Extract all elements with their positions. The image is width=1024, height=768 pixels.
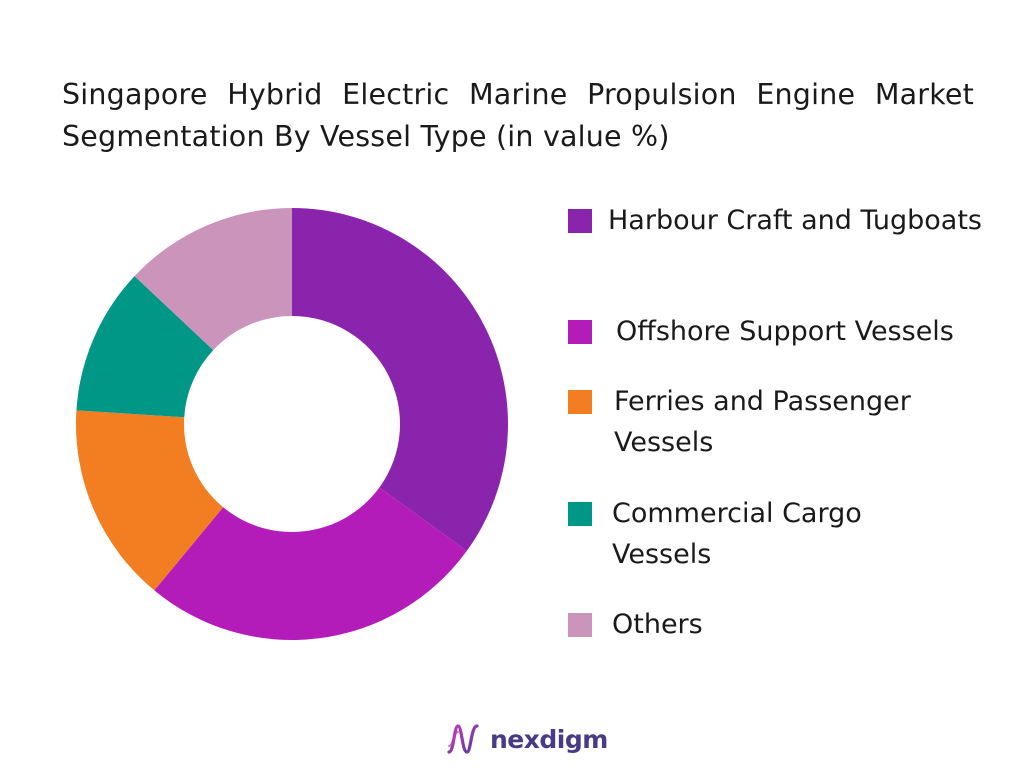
- nexdigm-wave-logo-icon: [447, 724, 479, 754]
- legend-item-others: Others: [568, 604, 1012, 645]
- donut-slice-others: [134, 208, 292, 351]
- donut-slice-offshore-support-vessels: [154, 487, 467, 640]
- legend-label: Commercial Cargo Vessels: [612, 498, 862, 570]
- donut-slice-harbour-craft-and-tugboats: [292, 208, 509, 551]
- legend-swatch: [568, 613, 592, 637]
- legend-label: Others: [612, 609, 703, 640]
- legend-label: Ferries and Passenger Vessels: [614, 386, 911, 458]
- chart-title: Singapore Hybrid Electric Marine Propuls…: [62, 78, 974, 153]
- donut-slice-commercial-cargo-vessels: [76, 276, 214, 418]
- legend-swatch: [568, 320, 592, 344]
- donut-chart: [75, 208, 509, 640]
- donut-slice-ferries-and-passenger-vessels: [75, 410, 224, 591]
- legend-label: Harbour Craft and Tugboats: [608, 205, 982, 236]
- legend-swatch: [568, 390, 592, 414]
- legend-item-harbour-craft: Harbour Craft and Tugboats: [568, 200, 1008, 241]
- brand-name: nexdigm: [490, 724, 608, 754]
- brand-logo: nexdigm: [446, 722, 608, 756]
- legend-swatch: [568, 502, 592, 526]
- legend-item-ferries: Ferries and Passenger Vessels: [568, 381, 974, 463]
- legend-label: Offshore Support Vessels: [616, 316, 954, 347]
- legend-swatch: [568, 209, 592, 233]
- legend-item-commercial-cargo: Commercial Cargo Vessels: [568, 493, 912, 575]
- legend-item-offshore-support: Offshore Support Vessels: [568, 311, 1016, 352]
